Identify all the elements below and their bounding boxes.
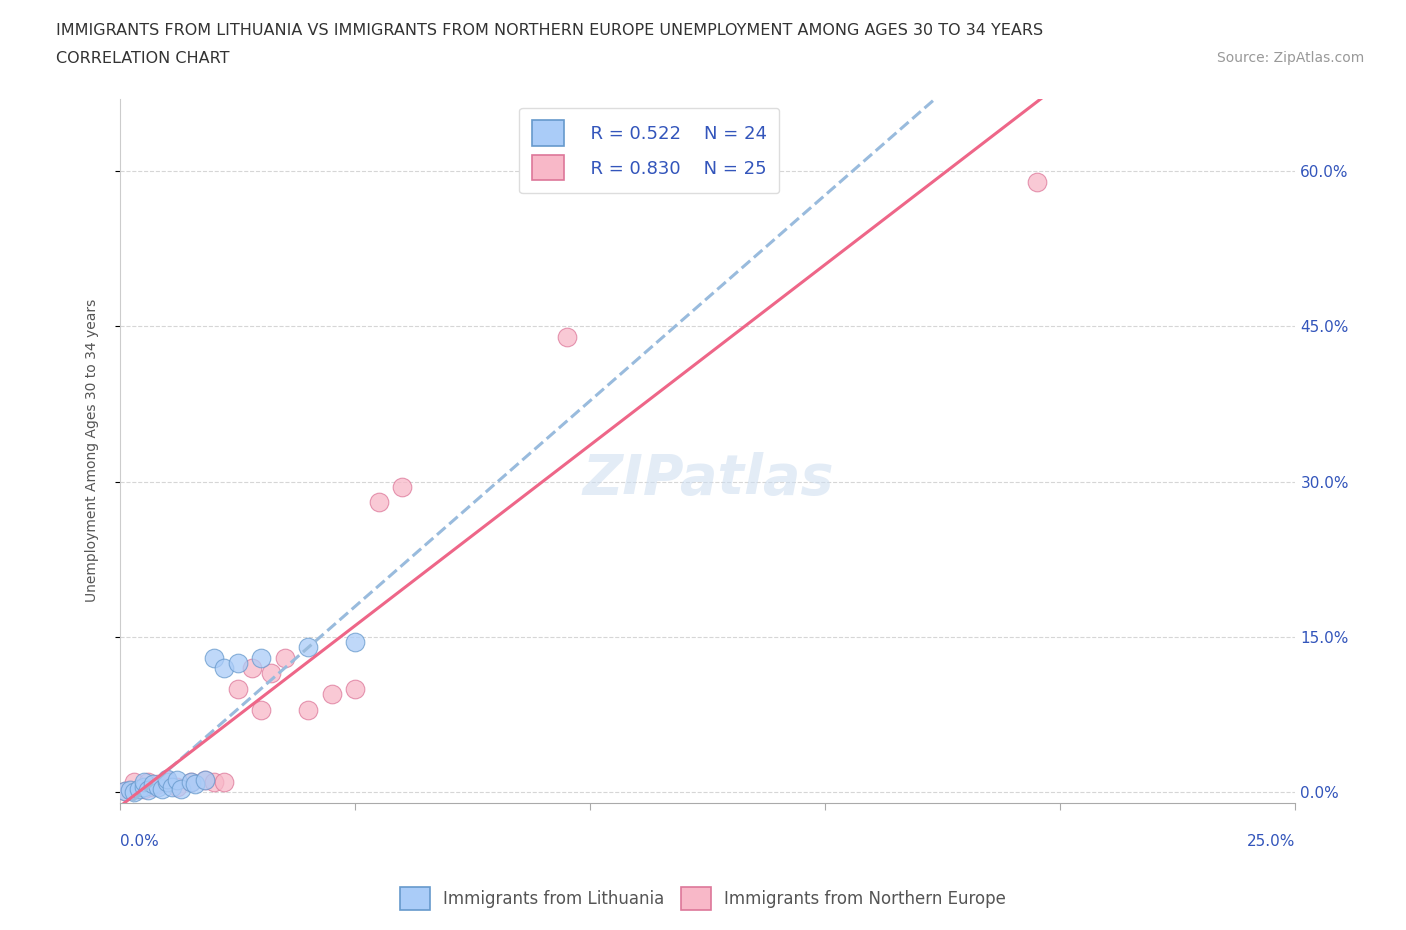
Point <box>194 773 217 788</box>
Point <box>212 660 235 675</box>
Point <box>166 773 188 788</box>
Point <box>122 775 145 790</box>
Text: CORRELATION CHART: CORRELATION CHART <box>56 51 229 66</box>
Point <box>202 775 225 790</box>
Point <box>142 779 165 794</box>
Point <box>156 775 179 790</box>
Point <box>132 779 155 794</box>
Point <box>250 702 273 717</box>
Point <box>132 775 155 790</box>
Text: ZIPatlas: ZIPatlas <box>582 452 834 506</box>
Point <box>160 779 183 794</box>
Point <box>250 650 273 665</box>
Point <box>146 777 169 791</box>
Point <box>142 777 165 791</box>
Legend:   R = 0.522    N = 24,   R = 0.830    N = 25: R = 0.522 N = 24, R = 0.830 N = 25 <box>519 108 779 193</box>
Point <box>240 660 263 675</box>
Point <box>367 495 389 510</box>
Point <box>118 783 141 798</box>
Point <box>273 650 295 665</box>
Point <box>138 783 160 798</box>
Point <box>212 775 235 790</box>
Point <box>180 775 202 790</box>
Point <box>226 656 249 671</box>
Point <box>226 682 249 697</box>
Point <box>297 640 319 655</box>
Point <box>194 773 217 788</box>
Point <box>297 702 319 717</box>
Text: 0.0%: 0.0% <box>120 834 159 849</box>
Point <box>118 783 141 798</box>
Point <box>156 773 179 788</box>
Text: 25.0%: 25.0% <box>1247 834 1295 849</box>
Text: IMMIGRANTS FROM LITHUANIA VS IMMIGRANTS FROM NORTHERN EUROPE UNEMPLOYMENT AMONG : IMMIGRANTS FROM LITHUANIA VS IMMIGRANTS … <box>56 23 1043 38</box>
Point <box>146 779 169 794</box>
Point <box>180 775 202 790</box>
Point <box>156 771 179 786</box>
Text: Source: ZipAtlas.com: Source: ZipAtlas.com <box>1216 51 1364 65</box>
Point <box>344 682 367 697</box>
Point <box>321 686 343 701</box>
Point <box>184 777 207 791</box>
Point <box>344 635 367 650</box>
Point <box>202 650 225 665</box>
Point <box>1025 174 1047 189</box>
Point <box>555 329 578 344</box>
Point <box>170 782 193 797</box>
Point <box>114 784 136 799</box>
Point <box>128 782 150 797</box>
Y-axis label: Unemployment Among Ages 30 to 34 years: Unemployment Among Ages 30 to 34 years <box>86 299 100 603</box>
Point <box>138 775 160 790</box>
Point <box>122 785 145 800</box>
Point <box>166 779 188 794</box>
Legend: Immigrants from Lithuania, Immigrants from Northern Europe: Immigrants from Lithuania, Immigrants fr… <box>394 880 1012 917</box>
Point <box>152 782 174 797</box>
Point <box>114 784 136 799</box>
Point <box>132 782 155 797</box>
Point <box>259 666 281 681</box>
Point <box>391 480 413 495</box>
